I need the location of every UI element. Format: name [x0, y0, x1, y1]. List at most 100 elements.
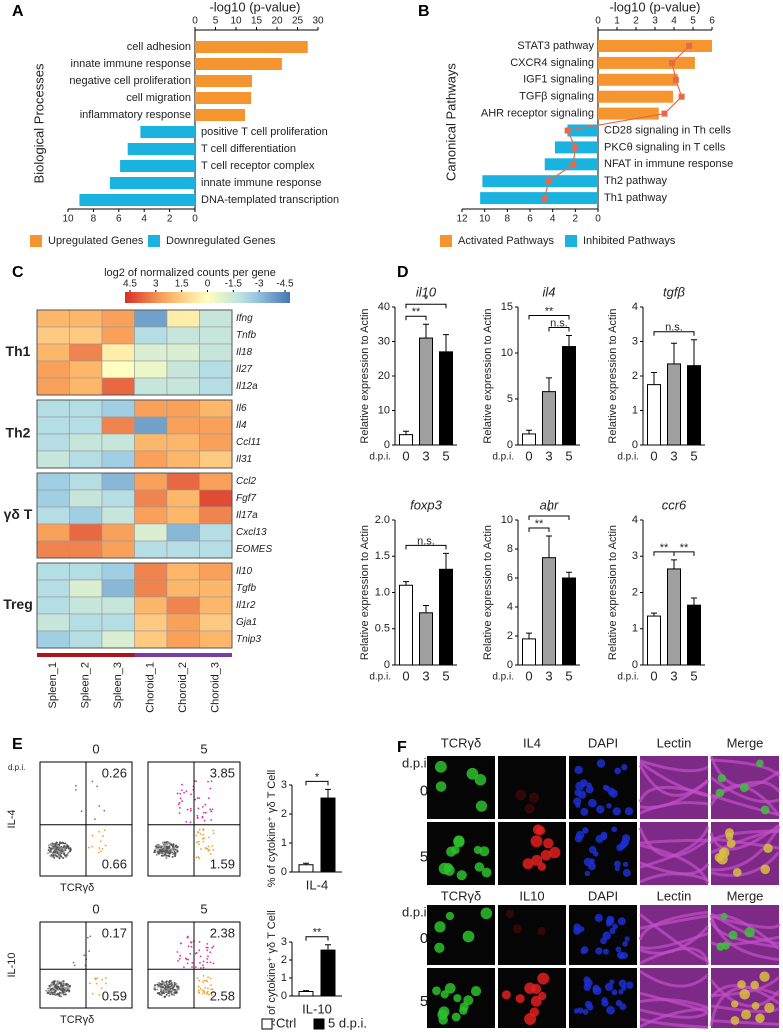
event-dot: [199, 955, 202, 958]
x-axis-label: TCRγδ: [60, 882, 94, 894]
x-tick-label: 0: [402, 448, 409, 463]
y-axis-label: Canonical Pathways: [443, 63, 458, 181]
heatmap-cell: [101, 360, 135, 379]
error-bar: [566, 335, 572, 347]
legend-label: Upregulated Genes: [48, 235, 144, 247]
event-dot: [198, 949, 201, 952]
cell: [588, 798, 597, 808]
cell: [622, 940, 629, 947]
cell: [444, 982, 456, 994]
bar: [320, 949, 336, 997]
chart-title: foxp3: [410, 497, 443, 512]
significance-label: **: [545, 305, 554, 317]
heatmap-cell: [199, 506, 233, 525]
cell: [717, 774, 727, 783]
significance-label: **: [535, 518, 544, 530]
event-dot: [171, 987, 174, 990]
legend-swatch: [565, 235, 577, 247]
bar: [195, 109, 246, 121]
heatmap-cell: [166, 472, 200, 491]
cell: [596, 759, 606, 768]
vessel: [709, 986, 780, 1027]
column-label: Choroid_1: [145, 662, 157, 713]
event-dot: [50, 982, 53, 985]
event-dot: [62, 987, 65, 990]
y-tick-label: 10: [501, 347, 513, 359]
heatmap-cell: [69, 523, 103, 542]
event-dot: [186, 962, 189, 965]
heatmap-cell: [36, 472, 70, 491]
event-dot: [173, 851, 176, 854]
group-label: Th2: [6, 425, 31, 441]
bar: [598, 73, 678, 86]
heatmap-cell: [101, 489, 135, 508]
event-dot: [205, 979, 208, 982]
event-dot: [96, 977, 99, 980]
x-tick-label: 0: [595, 16, 601, 27]
y-axis-label: Relative expression to Actin: [482, 308, 494, 443]
event-dot: [74, 784, 77, 787]
cell: [515, 789, 527, 801]
quadrant-value: 1.59: [210, 856, 235, 871]
heatmap-cell: [166, 399, 200, 418]
event-dot: [158, 844, 161, 847]
event-dot: [66, 986, 69, 989]
event-dot: [91, 780, 94, 783]
event-dot: [201, 981, 204, 983]
heatmap-cell: [199, 630, 233, 649]
event-dot: [165, 980, 168, 983]
event-dot: [202, 960, 205, 963]
heatmap-cell: [36, 613, 70, 632]
y-tick-label: 1: [632, 404, 638, 416]
group-frame: [36, 562, 233, 649]
y-tick-label: 30: [378, 335, 390, 347]
event-dot: [190, 793, 192, 796]
event-dot: [176, 845, 179, 848]
event-dot: [202, 974, 205, 977]
heatmap-cell: [199, 416, 233, 435]
cell: [716, 853, 728, 865]
x-tick-label: 3: [422, 448, 429, 463]
event-dot: [165, 857, 168, 860]
cell: [728, 930, 738, 940]
significance-label: **: [412, 306, 421, 318]
legend-label: 5 d.p.i.: [328, 1015, 367, 1030]
vessel: [710, 976, 781, 997]
event-dot: [66, 983, 69, 986]
event-dot: [157, 852, 160, 855]
event-dot: [178, 812, 181, 814]
heatmap-cell: [199, 309, 233, 328]
legend-label: Activated Pathways: [458, 235, 554, 247]
error-bar: [443, 334, 449, 352]
cell: [530, 835, 543, 848]
event-dot: [95, 982, 98, 985]
event-dot: [53, 847, 56, 850]
y-tick-label: 1: [632, 623, 638, 635]
event-dot: [177, 803, 180, 806]
event-dot: [88, 950, 91, 953]
bar: [598, 40, 712, 52]
event-dot: [201, 837, 204, 840]
cell: [434, 921, 446, 933]
event-dot: [201, 989, 204, 992]
column-label: Choroid_2: [177, 662, 189, 713]
event-dot: [91, 845, 94, 848]
event-dot: [173, 847, 176, 850]
event-dot: [161, 841, 164, 844]
cell: [609, 927, 616, 934]
category-label: TGFβ signaling: [519, 91, 594, 103]
error-bar: [651, 612, 657, 617]
y-tick-label: 3: [281, 936, 287, 948]
category-label: inflammatory response: [80, 109, 191, 121]
heatmap-cell: [69, 326, 103, 345]
cell: [596, 805, 605, 814]
cell: [480, 907, 493, 920]
x-tick-label: 10: [230, 16, 242, 27]
column-label: Spleen_1: [47, 662, 59, 709]
cell: [611, 989, 618, 996]
event-dot: [202, 966, 205, 969]
cell: [574, 834, 583, 843]
cell: [522, 858, 534, 870]
event-dot: [58, 857, 61, 860]
colorbar-tick-label: -4.5: [276, 279, 294, 290]
